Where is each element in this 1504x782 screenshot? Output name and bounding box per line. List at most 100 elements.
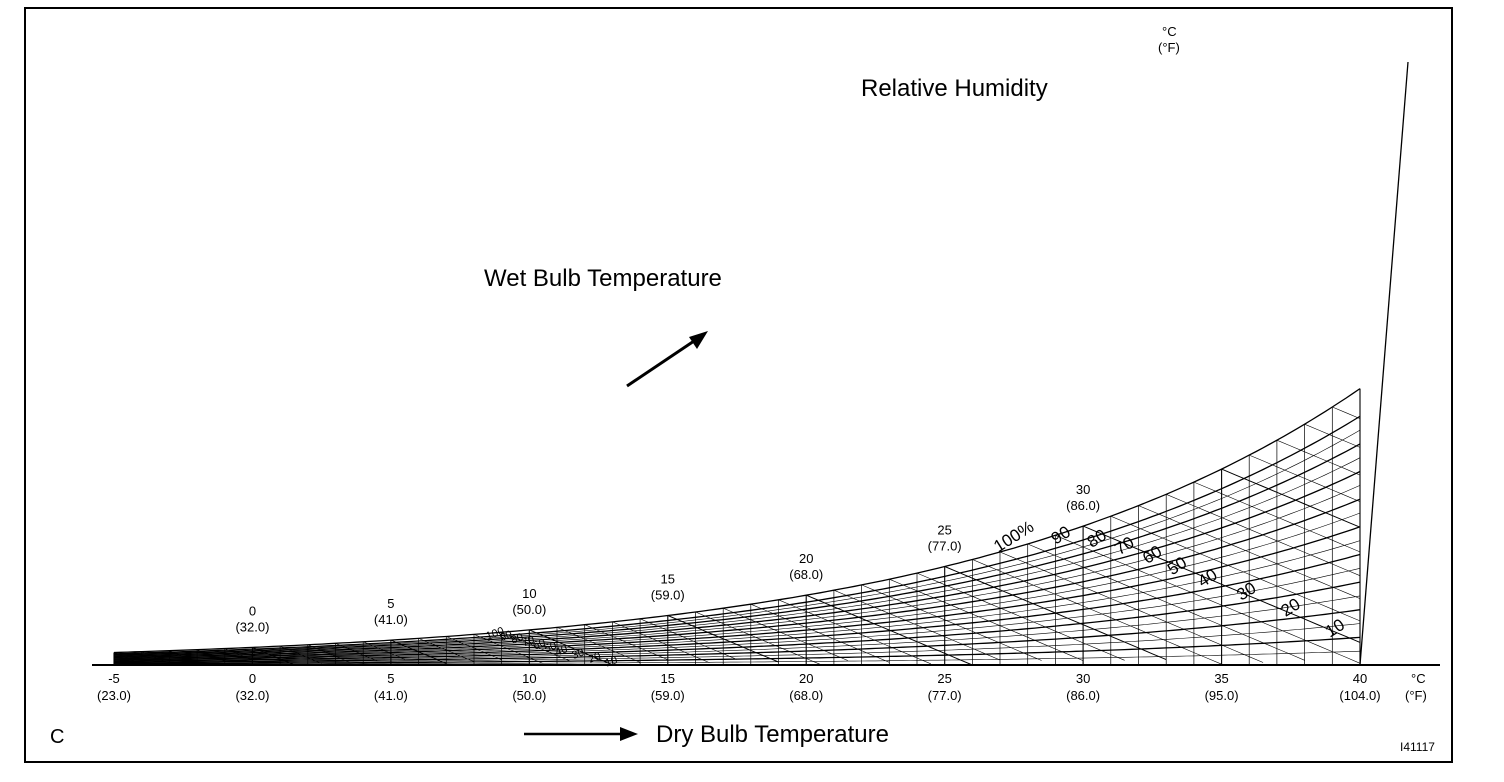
- wet-bulb-label-f: (86.0): [1066, 498, 1100, 513]
- x-tick-label-c: 35: [1214, 671, 1228, 686]
- figure-letter: C: [50, 726, 64, 748]
- wet-bulb-line: [196, 649, 225, 662]
- wet-bulb-line: [169, 650, 198, 663]
- dry-bulb-arrow: [524, 727, 638, 741]
- x-tick-label-c: 10: [522, 671, 536, 686]
- x-tick-label-c: -5: [108, 671, 120, 686]
- wet-bulb-line: [529, 629, 613, 666]
- wet-bulb-line: [889, 578, 1084, 661]
- wet-bulb-line: [473, 634, 544, 664]
- rh-minor-curve: [113, 540, 1361, 660]
- wet-bulb-line: [1110, 515, 1361, 622]
- rh-label: 100%: [990, 517, 1037, 556]
- x-tick-label-c: 25: [937, 671, 951, 686]
- x-tick-label-f: (95.0): [1205, 688, 1239, 703]
- axis-unit-f: (°F): [1405, 688, 1427, 703]
- wet-bulb-label-c: 25: [937, 523, 951, 538]
- rh-small-label: 40: [554, 643, 570, 658]
- wet-bulb-line: [556, 627, 641, 663]
- wet-bulb-label-f: (50.0): [512, 602, 546, 617]
- wet-bulb-line: [335, 643, 378, 662]
- wet-bulb-label-f: (32.0): [235, 619, 269, 634]
- wet-bulb-line: [1138, 505, 1361, 599]
- rh-curve-80: [113, 443, 1361, 656]
- wet-bulb-line: [1166, 494, 1361, 576]
- x-tick-label-c: 20: [799, 671, 813, 686]
- x-tick-label-f: (77.0): [928, 688, 962, 703]
- rh-small-label: 50: [543, 640, 559, 655]
- rh-curve-20: [114, 609, 1361, 664]
- wet-bulb-line: [252, 646, 295, 666]
- wet-bulb-label-f: (68.0): [789, 567, 823, 582]
- wet-bulb-line: [307, 644, 350, 663]
- wet-bulb-line: [778, 599, 931, 665]
- wet-bulb-label-c: 30: [1076, 482, 1090, 497]
- x-tick-label-c: 5: [387, 671, 394, 686]
- x-tick-label-c: 40: [1353, 671, 1367, 686]
- rh-curve-50: [113, 526, 1361, 660]
- rh-small-label: 90: [498, 629, 514, 644]
- wet-bulb-line: [141, 651, 170, 664]
- wet-bulb-line: [833, 589, 1001, 661]
- x-tick-label-c: 0: [249, 671, 256, 686]
- wet-bulb-line: [1027, 543, 1305, 661]
- x-tick-label-f: (104.0): [1339, 688, 1380, 703]
- wet-bulb-line: [1276, 439, 1361, 476]
- wet-bulb-line: [446, 636, 502, 660]
- wet-bulb-line: [723, 607, 848, 661]
- rh-minor-curve: [113, 485, 1361, 658]
- wet-bulb-line: [113, 652, 142, 665]
- chart-labels: -5(23.0)0(32.0)5(41.0)10(50.0)15(59.0)20…: [97, 482, 1381, 703]
- axis-unit-c: °C: [1411, 671, 1426, 686]
- x-tick-label-f: (86.0): [1066, 688, 1100, 703]
- wet-bulb-label-c: 15: [661, 572, 675, 587]
- wet-bulb-line: [612, 621, 710, 663]
- wet-bulb-line: [584, 624, 668, 660]
- rh-curve-30: [113, 581, 1361, 662]
- wet-bulb-line: [639, 618, 738, 660]
- wet-bulb-line: [861, 584, 1042, 661]
- wet-bulb-line: [1332, 406, 1361, 419]
- chart-right-edge: [1359, 61, 1409, 666]
- wet-bulb-line: [418, 638, 475, 662]
- wet-bulb-line: [667, 615, 779, 663]
- wet-bulb-line: [1082, 525, 1361, 643]
- wet-bulb-label-c: 0: [249, 603, 256, 618]
- x-tick-label-c: 15: [661, 671, 675, 686]
- wet-bulb-line: [501, 631, 572, 662]
- wet-bulb-label-f: (41.0): [374, 612, 408, 627]
- wet-bulb-line: [363, 641, 405, 660]
- rh-curve-100: [113, 388, 1361, 654]
- rh-small-label: 20: [587, 650, 603, 665]
- wet-bulb-line: [279, 645, 322, 664]
- rh-minor-curve: [113, 457, 1361, 656]
- wet-bulb-line: [1304, 423, 1361, 448]
- wet-bulb-label: Wet Bulb Temperature: [484, 265, 722, 292]
- rh-curve-90: [113, 415, 1361, 655]
- wet-bulb-arrow: [626, 331, 708, 388]
- x-tick-label-f: (68.0): [789, 688, 823, 703]
- wet-bulb-line: [1221, 468, 1361, 528]
- x-tick-label-f: (50.0): [512, 688, 546, 703]
- x-tick-label-f: (32.0): [235, 688, 269, 703]
- x-tick-label-f: (41.0): [374, 688, 408, 703]
- wet-bulb-line: [1193, 481, 1361, 553]
- wet-bulb-label-c: 20: [799, 551, 813, 566]
- relative-humidity-label: Relative Humidity: [861, 75, 1048, 102]
- rh-small-label: 60: [532, 637, 548, 652]
- wet-bulb-line: [695, 611, 821, 665]
- x-tick-label-f: (23.0): [97, 688, 131, 703]
- wet-bulb-line: [944, 566, 1167, 661]
- wet-bulb-line: [999, 551, 1264, 663]
- rh-minor-curve: [113, 595, 1361, 663]
- figure-code: I41117: [1400, 740, 1435, 754]
- wet-bulb-line: [972, 559, 1222, 665]
- rh-minor-curve: [114, 623, 1361, 664]
- rh-small-label: 100: [484, 625, 505, 643]
- wet-bulb-label-f: (77.0): [928, 539, 962, 554]
- rh-small-label: 80: [509, 631, 525, 646]
- figure-frame: [24, 7, 1453, 763]
- wet-bulb-label-c: 10: [522, 586, 536, 601]
- rh-minor-curve: [113, 512, 1361, 659]
